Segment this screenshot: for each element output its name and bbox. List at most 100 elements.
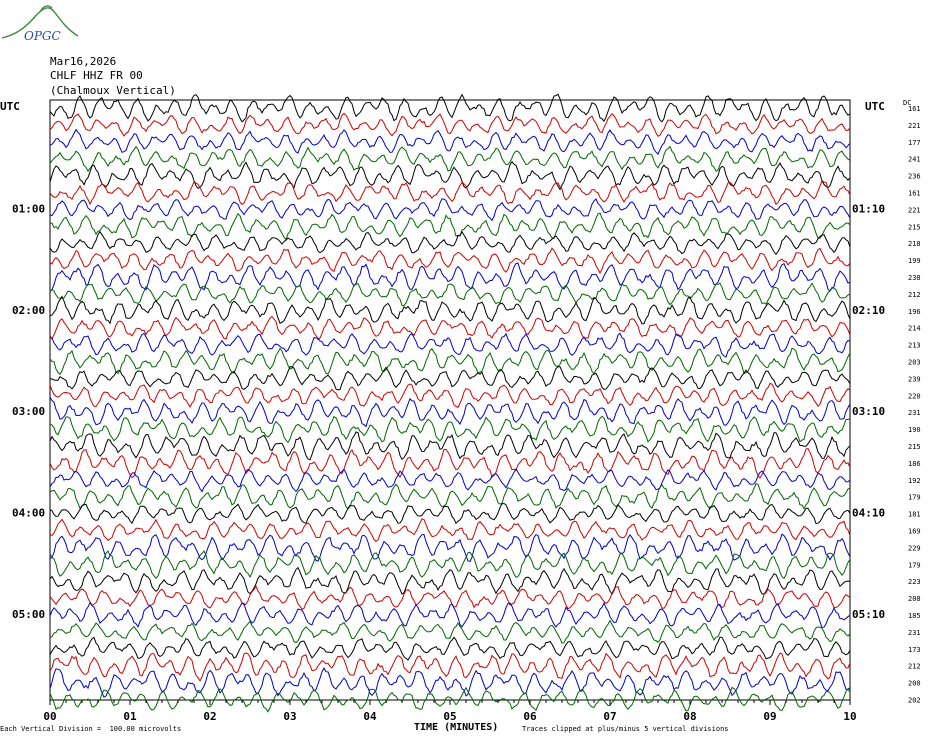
dc-offset-label: 179 <box>908 494 921 502</box>
seismic-trace <box>49 601 851 628</box>
seismic-trace <box>49 247 851 274</box>
dc-offset-label: 231 <box>908 409 921 417</box>
time-label-right: 02:10 <box>852 304 885 317</box>
seismic-trace <box>49 366 851 391</box>
x-tick-label: 00 <box>43 710 56 723</box>
seismic-trace <box>49 262 851 292</box>
clip-note: Traces clipped at plus/minus 5 vertical … <box>522 725 729 733</box>
seismic-trace <box>49 619 851 644</box>
time-label-left: 03:00 <box>12 405 45 418</box>
seismic-trace <box>49 652 851 682</box>
seismic-trace <box>49 667 851 698</box>
dc-offset-label: 236 <box>908 173 921 181</box>
x-tick-label: 08 <box>683 710 696 723</box>
dc-offset-label: 203 <box>908 359 921 367</box>
dc-offset-label: 169 <box>908 528 921 536</box>
dc-offset-header: DC <box>903 99 912 107</box>
seismic-trace <box>49 468 851 493</box>
dc-offset-label: 220 <box>908 392 921 400</box>
utc-label-left: UTC <box>0 100 20 113</box>
dc-offset-label: 202 <box>908 697 921 705</box>
time-label-right: 01:10 <box>852 202 885 215</box>
seismic-trace <box>49 198 851 222</box>
seismic-trace <box>49 230 851 256</box>
dc-offset-label: 185 <box>908 612 921 620</box>
seismic-trace <box>49 128 851 155</box>
dc-offset-label: 213 <box>908 342 921 350</box>
utc-label-right: UTC <box>865 100 885 113</box>
x-axis-label: TIME (MINUTES) <box>414 722 499 733</box>
logo-text: OPGC <box>24 29 61 43</box>
seismic-trace <box>49 295 851 325</box>
seismic-trace <box>49 502 851 525</box>
dc-offset-label: 192 <box>908 477 921 485</box>
dc-offset-label: 223 <box>908 578 921 586</box>
seismic-trace <box>49 483 851 510</box>
dc-offset-label: 179 <box>908 561 921 569</box>
seismic-trace <box>49 686 851 713</box>
dc-offset-label: 241 <box>908 156 921 164</box>
seismic-trace <box>49 112 851 137</box>
seismic-trace <box>49 550 851 580</box>
time-label-right: 04:10 <box>852 507 885 520</box>
station-component: (Chalmoux Vertical) <box>50 84 176 97</box>
seismic-trace <box>49 448 851 480</box>
dc-offset-label: 218 <box>908 240 921 248</box>
dc-offset-label: 215 <box>908 223 921 231</box>
seismic-trace <box>49 315 851 341</box>
time-label-left: 01:00 <box>12 202 45 215</box>
seismic-trace <box>49 518 851 543</box>
dc-offset-label: 215 <box>908 443 921 451</box>
x-tick-label: 01 <box>123 710 137 723</box>
station-channel: CHLF HHZ FR 00 <box>50 69 143 82</box>
seismic-trace <box>49 347 851 375</box>
dc-offset-label: 231 <box>908 629 921 637</box>
plot-date: Mar16,2026 <box>50 55 117 68</box>
x-tick-label: 09 <box>763 710 776 723</box>
dc-offset-label: 221 <box>908 206 921 214</box>
dc-offset-label: 190 <box>908 426 921 434</box>
dc-offset-label: 229 <box>908 544 921 552</box>
plot-frame <box>49 99 851 701</box>
logo-volcano-outline <box>1 7 79 39</box>
dc-offset-label: 212 <box>908 663 921 671</box>
time-label-left: 04:00 <box>12 507 45 520</box>
dc-offset-label: 181 <box>908 511 921 519</box>
dc-offset-label: 200 <box>908 680 921 688</box>
dc-offset-label: 238 <box>908 274 921 282</box>
x-tick-label: 03 <box>283 710 296 723</box>
dc-offset-label: 173 <box>908 646 921 654</box>
dc-offset-label: 177 <box>908 139 921 147</box>
dc-offset-label: 186 <box>908 460 921 468</box>
scale-note: Each Vertical Division = 100.00 microvol… <box>0 725 182 733</box>
seismic-trace <box>49 212 851 241</box>
dc-offset-label: 196 <box>908 308 921 316</box>
x-tick-label: 06 <box>523 710 537 723</box>
seismic-trace <box>49 566 851 596</box>
dc-offset-label: 199 <box>908 257 921 265</box>
seismic-trace <box>49 332 851 358</box>
seismic-trace <box>49 636 851 661</box>
seismic-trace <box>49 282 851 307</box>
seismic-trace <box>49 431 851 461</box>
seismic-trace <box>49 145 851 173</box>
logo-crater <box>39 5 53 13</box>
time-label-left: 05:00 <box>12 608 45 621</box>
seismic-trace <box>49 93 851 123</box>
seismic-trace <box>49 396 851 428</box>
time-label-right: 05:10 <box>852 608 885 621</box>
x-tick-label: 10 <box>843 710 856 723</box>
seismic-trace <box>49 415 851 444</box>
seismic-trace <box>49 179 851 206</box>
opgc-logo: OPGC <box>1 5 79 43</box>
dc-offset-label: 208 <box>908 595 921 603</box>
dc-offset-label: 161 <box>908 190 921 198</box>
x-tick-label: 02 <box>203 710 216 723</box>
seismic-trace <box>49 382 851 409</box>
dc-offset-label: 221 <box>908 122 921 130</box>
x-tick-label: 04 <box>363 710 377 723</box>
x-tick-label: 07 <box>603 710 616 723</box>
dc-offset-label: 161 <box>908 105 921 113</box>
dc-offset-label: 212 <box>908 291 921 299</box>
